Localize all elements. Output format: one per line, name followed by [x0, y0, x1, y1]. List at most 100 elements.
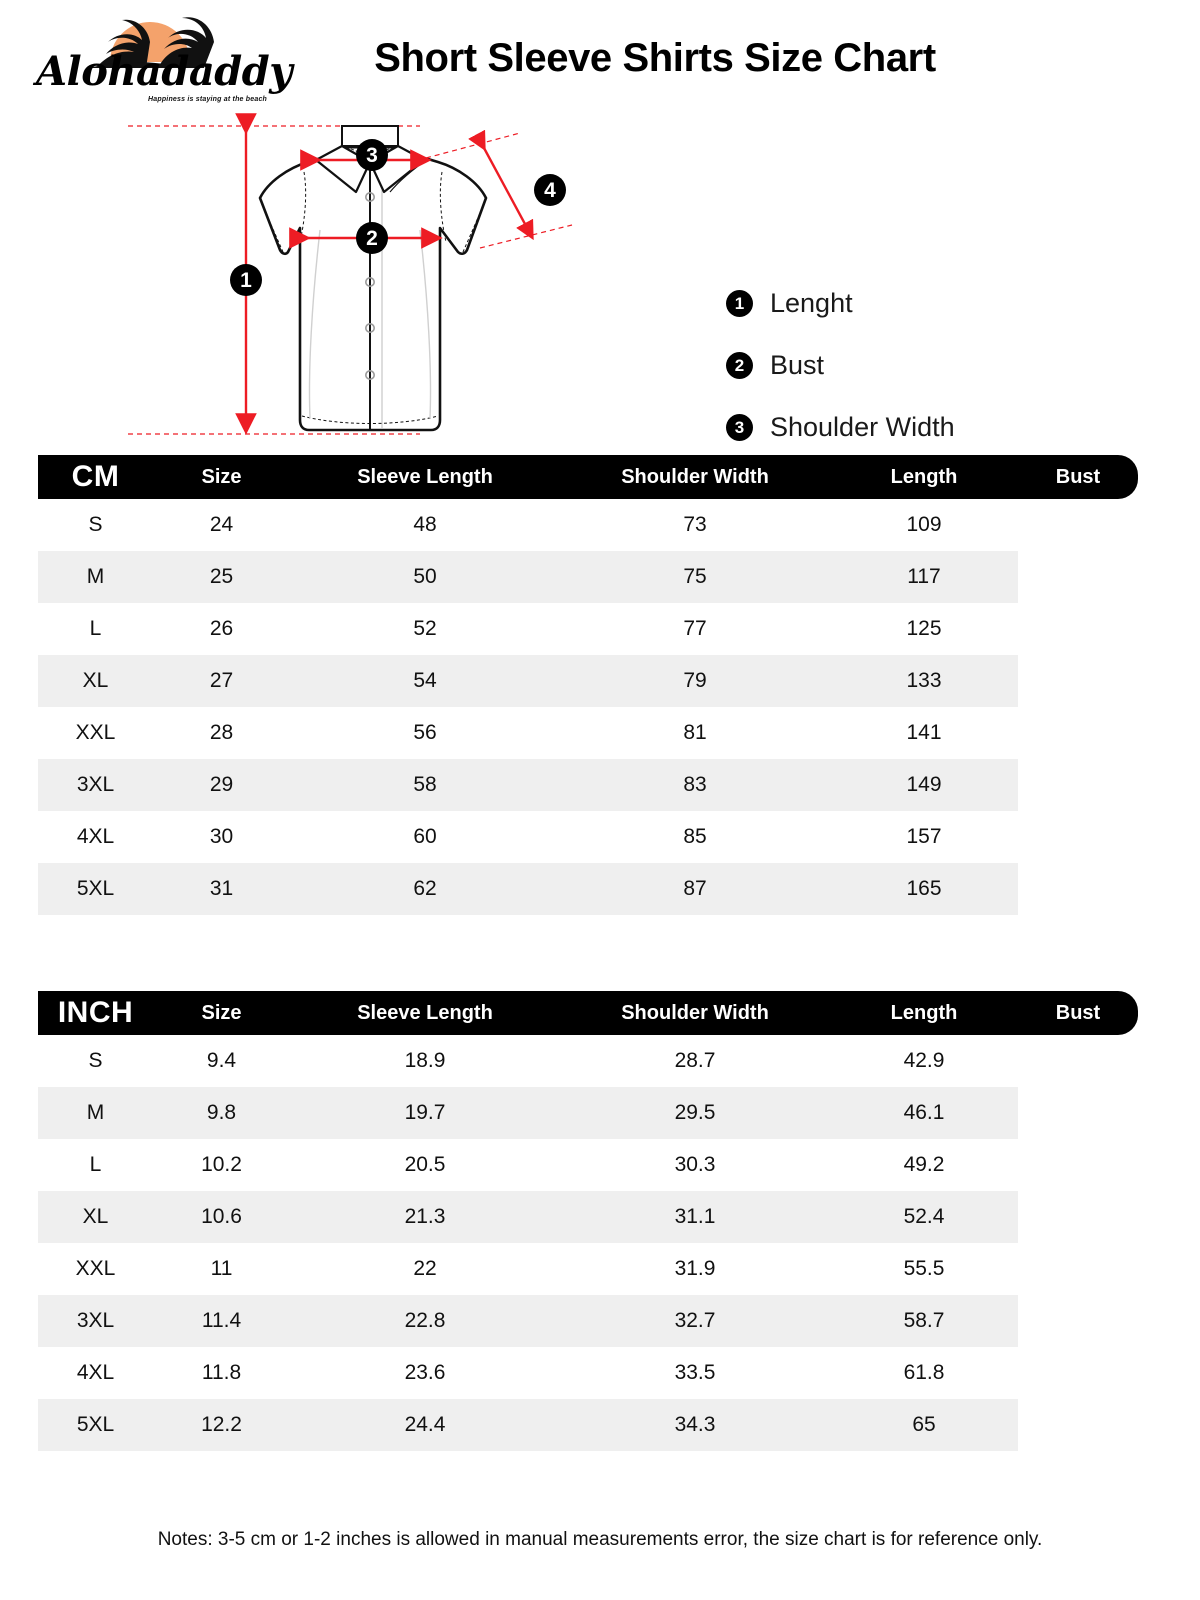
- page-header: Alohadaddy Happiness is staying at the b…: [0, 0, 1200, 120]
- cell-bust: 55.5: [830, 1243, 1018, 1295]
- cell-size: 3XL: [38, 1295, 153, 1347]
- cell-shoulder: 21.3: [290, 1191, 560, 1243]
- cell-shoulder: 20.5: [290, 1139, 560, 1191]
- cell-size: 5XL: [38, 1399, 153, 1451]
- cell-shoulder: 62: [290, 863, 560, 915]
- cell-bust: 46.1: [830, 1087, 1018, 1139]
- cell-shoulder: 18.9: [290, 1035, 560, 1087]
- table-row: L 26 52 77 125: [38, 603, 1138, 655]
- table-row: S 9.4 18.9 28.7 42.9: [38, 1035, 1138, 1087]
- col-header-size: Size: [153, 991, 290, 1035]
- cell-length: 85: [560, 811, 830, 863]
- cell-sleeve: 9.8: [153, 1087, 290, 1139]
- cell-shoulder: 22.8: [290, 1295, 560, 1347]
- cell-length: 87: [560, 863, 830, 915]
- cell-length: 29.5: [560, 1087, 830, 1139]
- legend-badge-2: 2: [726, 351, 753, 379]
- col-header-length: Length: [830, 991, 1018, 1035]
- cell-length: 30.3: [560, 1139, 830, 1191]
- svg-text:4: 4: [544, 179, 556, 202]
- col-header-sleeve-length: Sleeve Length: [290, 991, 560, 1035]
- brand-logo: Alohadaddy Happiness is staying at the b…: [30, 8, 300, 113]
- cell-sleeve: 9.4: [153, 1035, 290, 1087]
- cell-size: M: [38, 1087, 153, 1139]
- cell-length: 31.9: [560, 1243, 830, 1295]
- footer-notes: Notes: 3-5 cm or 1-2 inches is allowed i…: [157, 1529, 1043, 1550]
- cell-length: 75: [560, 551, 830, 603]
- brand-tagline: Happiness is staying at the beach: [148, 96, 268, 103]
- cell-length: 28.7: [560, 1035, 830, 1087]
- cell-bust: 157: [830, 811, 1018, 863]
- cm-size-table: CM Size Sleeve Length Shoulder Width Len…: [38, 455, 1138, 915]
- cell-shoulder: 54: [290, 655, 560, 707]
- cell-size: XL: [38, 655, 153, 707]
- cell-bust: 58.7: [830, 1295, 1018, 1347]
- cell-shoulder: 48: [290, 499, 560, 551]
- inch-size-table: INCH Size Sleeve Length Shoulder Width L…: [38, 991, 1138, 1451]
- table-row: 5XL 31 62 87 165: [38, 863, 1138, 915]
- cell-bust: 149: [830, 759, 1018, 811]
- cell-sleeve: 10.2: [153, 1139, 290, 1191]
- unit-label-inch: INCH: [38, 991, 153, 1035]
- palm-tree-sunset-icon: [90, 17, 214, 69]
- cell-size: S: [38, 1035, 153, 1087]
- legend-label-1: Lenght: [770, 287, 853, 318]
- cell-size: 4XL: [38, 1347, 153, 1399]
- cell-length: 34.3: [560, 1399, 830, 1451]
- measurement-diagram-section: 1 2 3 4 1 Lenght 2 Bust: [0, 100, 1200, 504]
- table-row: S 24 48 73 109: [38, 499, 1138, 551]
- legend-badge-3: 3: [726, 413, 753, 441]
- cell-size: XXL: [38, 707, 153, 759]
- cell-length: 32.7: [560, 1295, 830, 1347]
- col-header-length: Length: [830, 455, 1018, 499]
- table-row: XL 27 54 79 133: [38, 655, 1138, 707]
- table-row: XXL 28 56 81 141: [38, 707, 1138, 759]
- cell-sleeve: 30: [153, 811, 290, 863]
- cell-sleeve: 27: [153, 655, 290, 707]
- cell-length: 83: [560, 759, 830, 811]
- cell-shoulder: 50: [290, 551, 560, 603]
- legend-label-2: Bust: [770, 349, 825, 380]
- col-header-bust: Bust: [1018, 991, 1138, 1035]
- cell-sleeve: 11: [153, 1243, 290, 1295]
- cell-shoulder: 22: [290, 1243, 560, 1295]
- cell-length: 77: [560, 603, 830, 655]
- table-row: L 10.2 20.5 30.3 49.2: [38, 1139, 1138, 1191]
- cell-shoulder: 58: [290, 759, 560, 811]
- legend-item-bust: 2 Bust: [726, 334, 1056, 396]
- legend-item-length: 1 Lenght: [726, 272, 1056, 334]
- col-header-shoulder-width: Shoulder Width: [560, 455, 830, 499]
- table-row: XXL 11 22 31.9 55.5: [38, 1243, 1138, 1295]
- cell-bust: 42.9: [830, 1035, 1018, 1087]
- cell-length: 79: [560, 655, 830, 707]
- cell-bust: 133: [830, 655, 1018, 707]
- cell-shoulder: 52: [290, 603, 560, 655]
- table-row: 4XL 11.8 23.6 33.5 61.8: [38, 1347, 1138, 1399]
- table-row: M 9.8 19.7 29.5 46.1: [38, 1087, 1138, 1139]
- table-row: M 25 50 75 117: [38, 551, 1138, 603]
- col-header-shoulder-width: Shoulder Width: [560, 991, 830, 1035]
- legend-item-shoulder-width: 3 Shoulder Width: [726, 396, 1056, 458]
- cell-sleeve: 11.4: [153, 1295, 290, 1347]
- cell-shoulder: 56: [290, 707, 560, 759]
- cell-bust: 125: [830, 603, 1018, 655]
- cell-size: 5XL: [38, 863, 153, 915]
- cell-length: 33.5: [560, 1347, 830, 1399]
- cell-shoulder: 24.4: [290, 1399, 560, 1451]
- cell-sleeve: 31: [153, 863, 290, 915]
- cell-bust: 165: [830, 863, 1018, 915]
- shirt-illustration: 1 2 3 4: [128, 113, 573, 435]
- svg-text:2: 2: [366, 227, 378, 250]
- cell-size: XL: [38, 1191, 153, 1243]
- cell-sleeve: 12.2: [153, 1399, 290, 1451]
- cell-shoulder: 23.6: [290, 1347, 560, 1399]
- col-header-bust: Bust: [1018, 455, 1138, 499]
- cell-sleeve: 10.6: [153, 1191, 290, 1243]
- brand-name: Alohadaddy: [36, 48, 292, 95]
- table-header-row: CM Size Sleeve Length Shoulder Width Len…: [38, 455, 1138, 499]
- cell-bust: 61.8: [830, 1347, 1018, 1399]
- table-row: XL 10.6 21.3 31.1 52.4: [38, 1191, 1138, 1243]
- cell-size: L: [38, 603, 153, 655]
- cell-bust: 109: [830, 499, 1018, 551]
